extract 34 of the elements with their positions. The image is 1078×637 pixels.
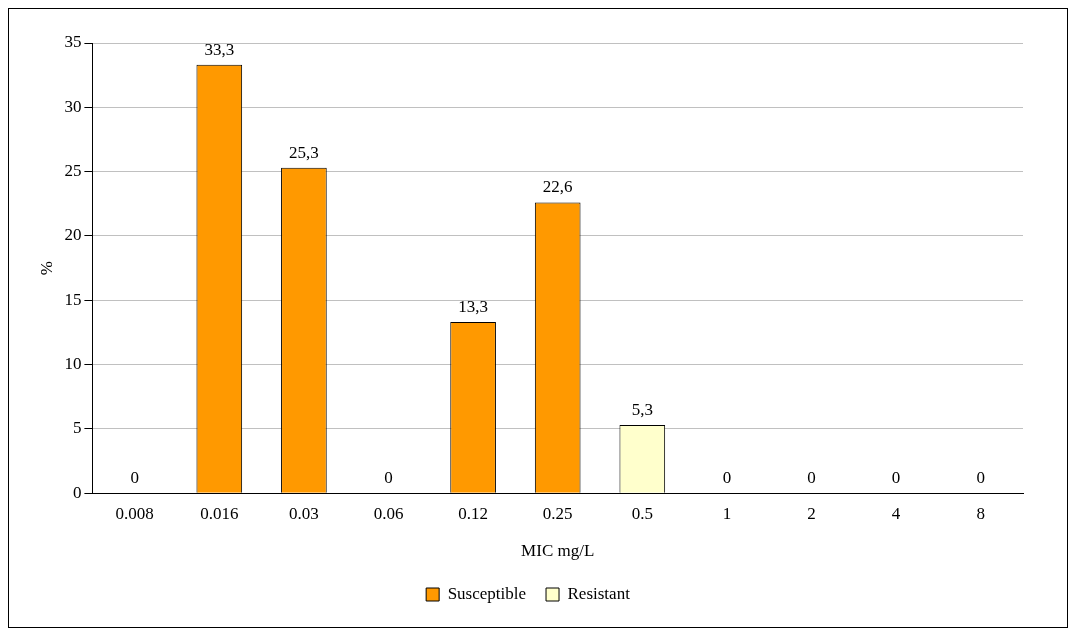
legend-label: Susceptible xyxy=(447,583,527,603)
legend-label: Resistant xyxy=(567,583,631,603)
y-tick-label: 20 xyxy=(64,225,82,245)
data-label: 0 xyxy=(130,468,139,488)
data-label: 13,3 xyxy=(458,297,488,317)
data-label: 0 xyxy=(891,468,901,488)
y-tick-label: 10 xyxy=(64,354,82,374)
data-label: 22,6 xyxy=(542,177,573,197)
x-tick-label: 4 xyxy=(891,503,901,523)
x-tick-label: 0.25 xyxy=(542,503,573,523)
data-label: 5,3 xyxy=(631,400,653,419)
data-label: 0 xyxy=(976,468,985,488)
x-tick-label: 1 xyxy=(722,503,732,523)
x-tick-label: 0.06 xyxy=(373,503,404,523)
data-label: 25,3 xyxy=(289,142,319,162)
data-label: 0 xyxy=(722,468,732,488)
x-tick-label: 0.008 xyxy=(115,503,154,523)
x-tick-label: 0.5 xyxy=(631,503,653,523)
x-tick-label: 0.12 xyxy=(458,503,488,523)
x-tick-label: 8 xyxy=(976,503,985,523)
y-tick-label: 0 xyxy=(72,482,82,502)
y-tick-label: 25 xyxy=(64,161,82,181)
x-tick-label: 2 xyxy=(807,503,816,523)
data-label: 0 xyxy=(807,468,816,488)
y-tick-label: 35 xyxy=(64,32,82,52)
y-tick-label: 5 xyxy=(72,418,82,438)
y-tick-label: 15 xyxy=(64,289,82,309)
y-tick-label: 30 xyxy=(64,96,82,116)
data-label: 0 xyxy=(384,468,393,488)
x-axis-title: MIC mg/L xyxy=(521,541,595,561)
x-tick-label: 0.03 xyxy=(289,503,319,523)
y-axis-title: % xyxy=(36,261,56,276)
data-label: 33,3 xyxy=(204,39,235,59)
x-tick-label: 0.016 xyxy=(200,503,239,523)
